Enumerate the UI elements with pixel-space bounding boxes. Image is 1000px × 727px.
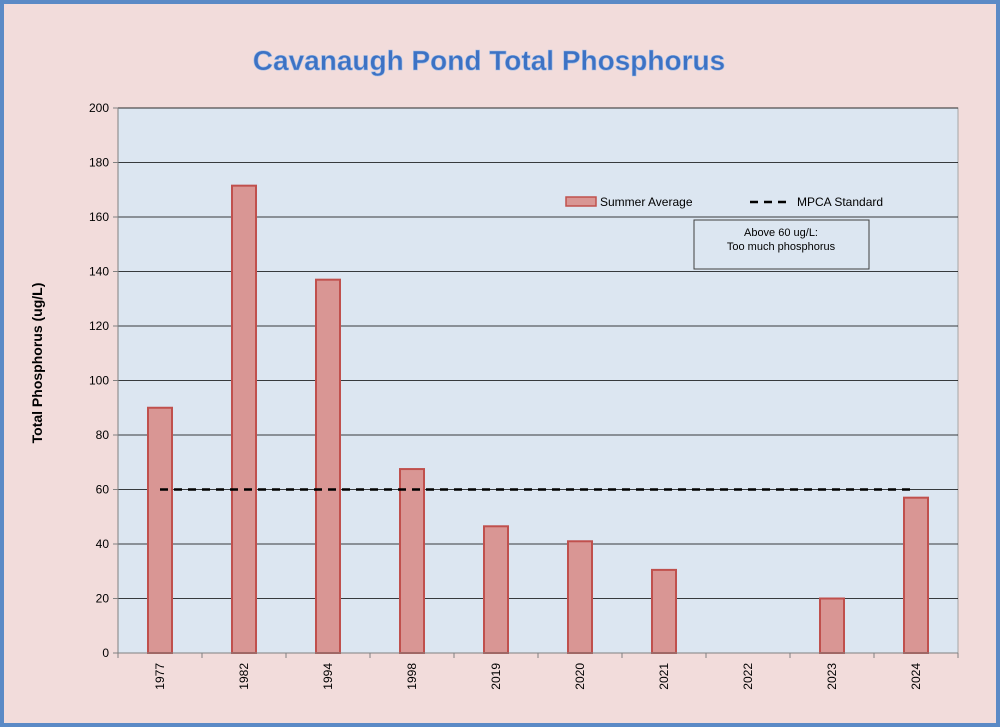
annotation-border <box>693 219 870 270</box>
y-tick-label: 20 <box>96 592 110 606</box>
bar-2019 <box>483 525 509 654</box>
x-tick-label-2021: 2021 <box>657 663 671 690</box>
x-tick-label-1998: 1998 <box>405 663 419 690</box>
bar-1982 <box>231 184 257 654</box>
x-tick-label-1977: 1977 <box>153 663 167 690</box>
x-tick-label-2023: 2023 <box>825 663 839 690</box>
bar-2024 <box>903 496 929 654</box>
bar-2020 <box>567 540 593 655</box>
bar-2021 <box>651 568 677 655</box>
y-axis-ticks: 0 20 40 60 80 100 120 140 160 180 200 <box>89 101 119 660</box>
y-axis-label: Total Phosphorus (ug/L) <box>29 283 45 444</box>
y-tick-label: 120 <box>89 319 109 333</box>
y-tick-label: 180 <box>89 156 109 170</box>
legend: Summer Average MPCA Standard <box>565 195 883 209</box>
x-tick-label-2022: 2022 <box>741 663 755 690</box>
y-tick-label: 0 <box>102 646 109 660</box>
y-tick-label: 200 <box>89 101 109 115</box>
x-axis-ticks: 1977 1982 1994 1998 2019 2020 2021 2022 2023 2024 <box>117 652 959 690</box>
y-tick-label: 100 <box>89 374 109 388</box>
x-tick-label-2019: 2019 <box>489 663 503 690</box>
x-tick-label-1982: 1982 <box>237 663 251 690</box>
legend-label-summer-average: Summer Average <box>600 195 693 209</box>
chart-title: Cavanaugh Pond Total Phosphorus <box>253 45 725 76</box>
x-tick-label-2020: 2020 <box>573 663 587 690</box>
bar-1977 <box>147 406 173 654</box>
bars <box>147 184 929 655</box>
y-tick-label: 140 <box>89 265 109 279</box>
x-tick-label-2024: 2024 <box>909 663 923 690</box>
bar-1994 <box>315 278 341 654</box>
bar-2023 <box>819 597 845 654</box>
y-tick-label: 40 <box>96 537 110 551</box>
y-tick-label: 80 <box>96 428 110 442</box>
y-tick-label: 60 <box>96 483 110 497</box>
annotation-line-2: Too much phosphorus <box>727 241 836 253</box>
x-tick-label-1994: 1994 <box>321 663 335 690</box>
legend-label-mpca-standard: MPCA Standard <box>797 195 883 209</box>
annotation-box: Above 60 ug/L: Too much phosphorus <box>693 219 870 270</box>
bar-1998 <box>399 468 425 654</box>
legend-swatch-summer-average <box>565 196 597 207</box>
annotation-line-1: Above 60 ug/L: <box>744 227 818 239</box>
y-tick-label: 160 <box>89 210 109 224</box>
